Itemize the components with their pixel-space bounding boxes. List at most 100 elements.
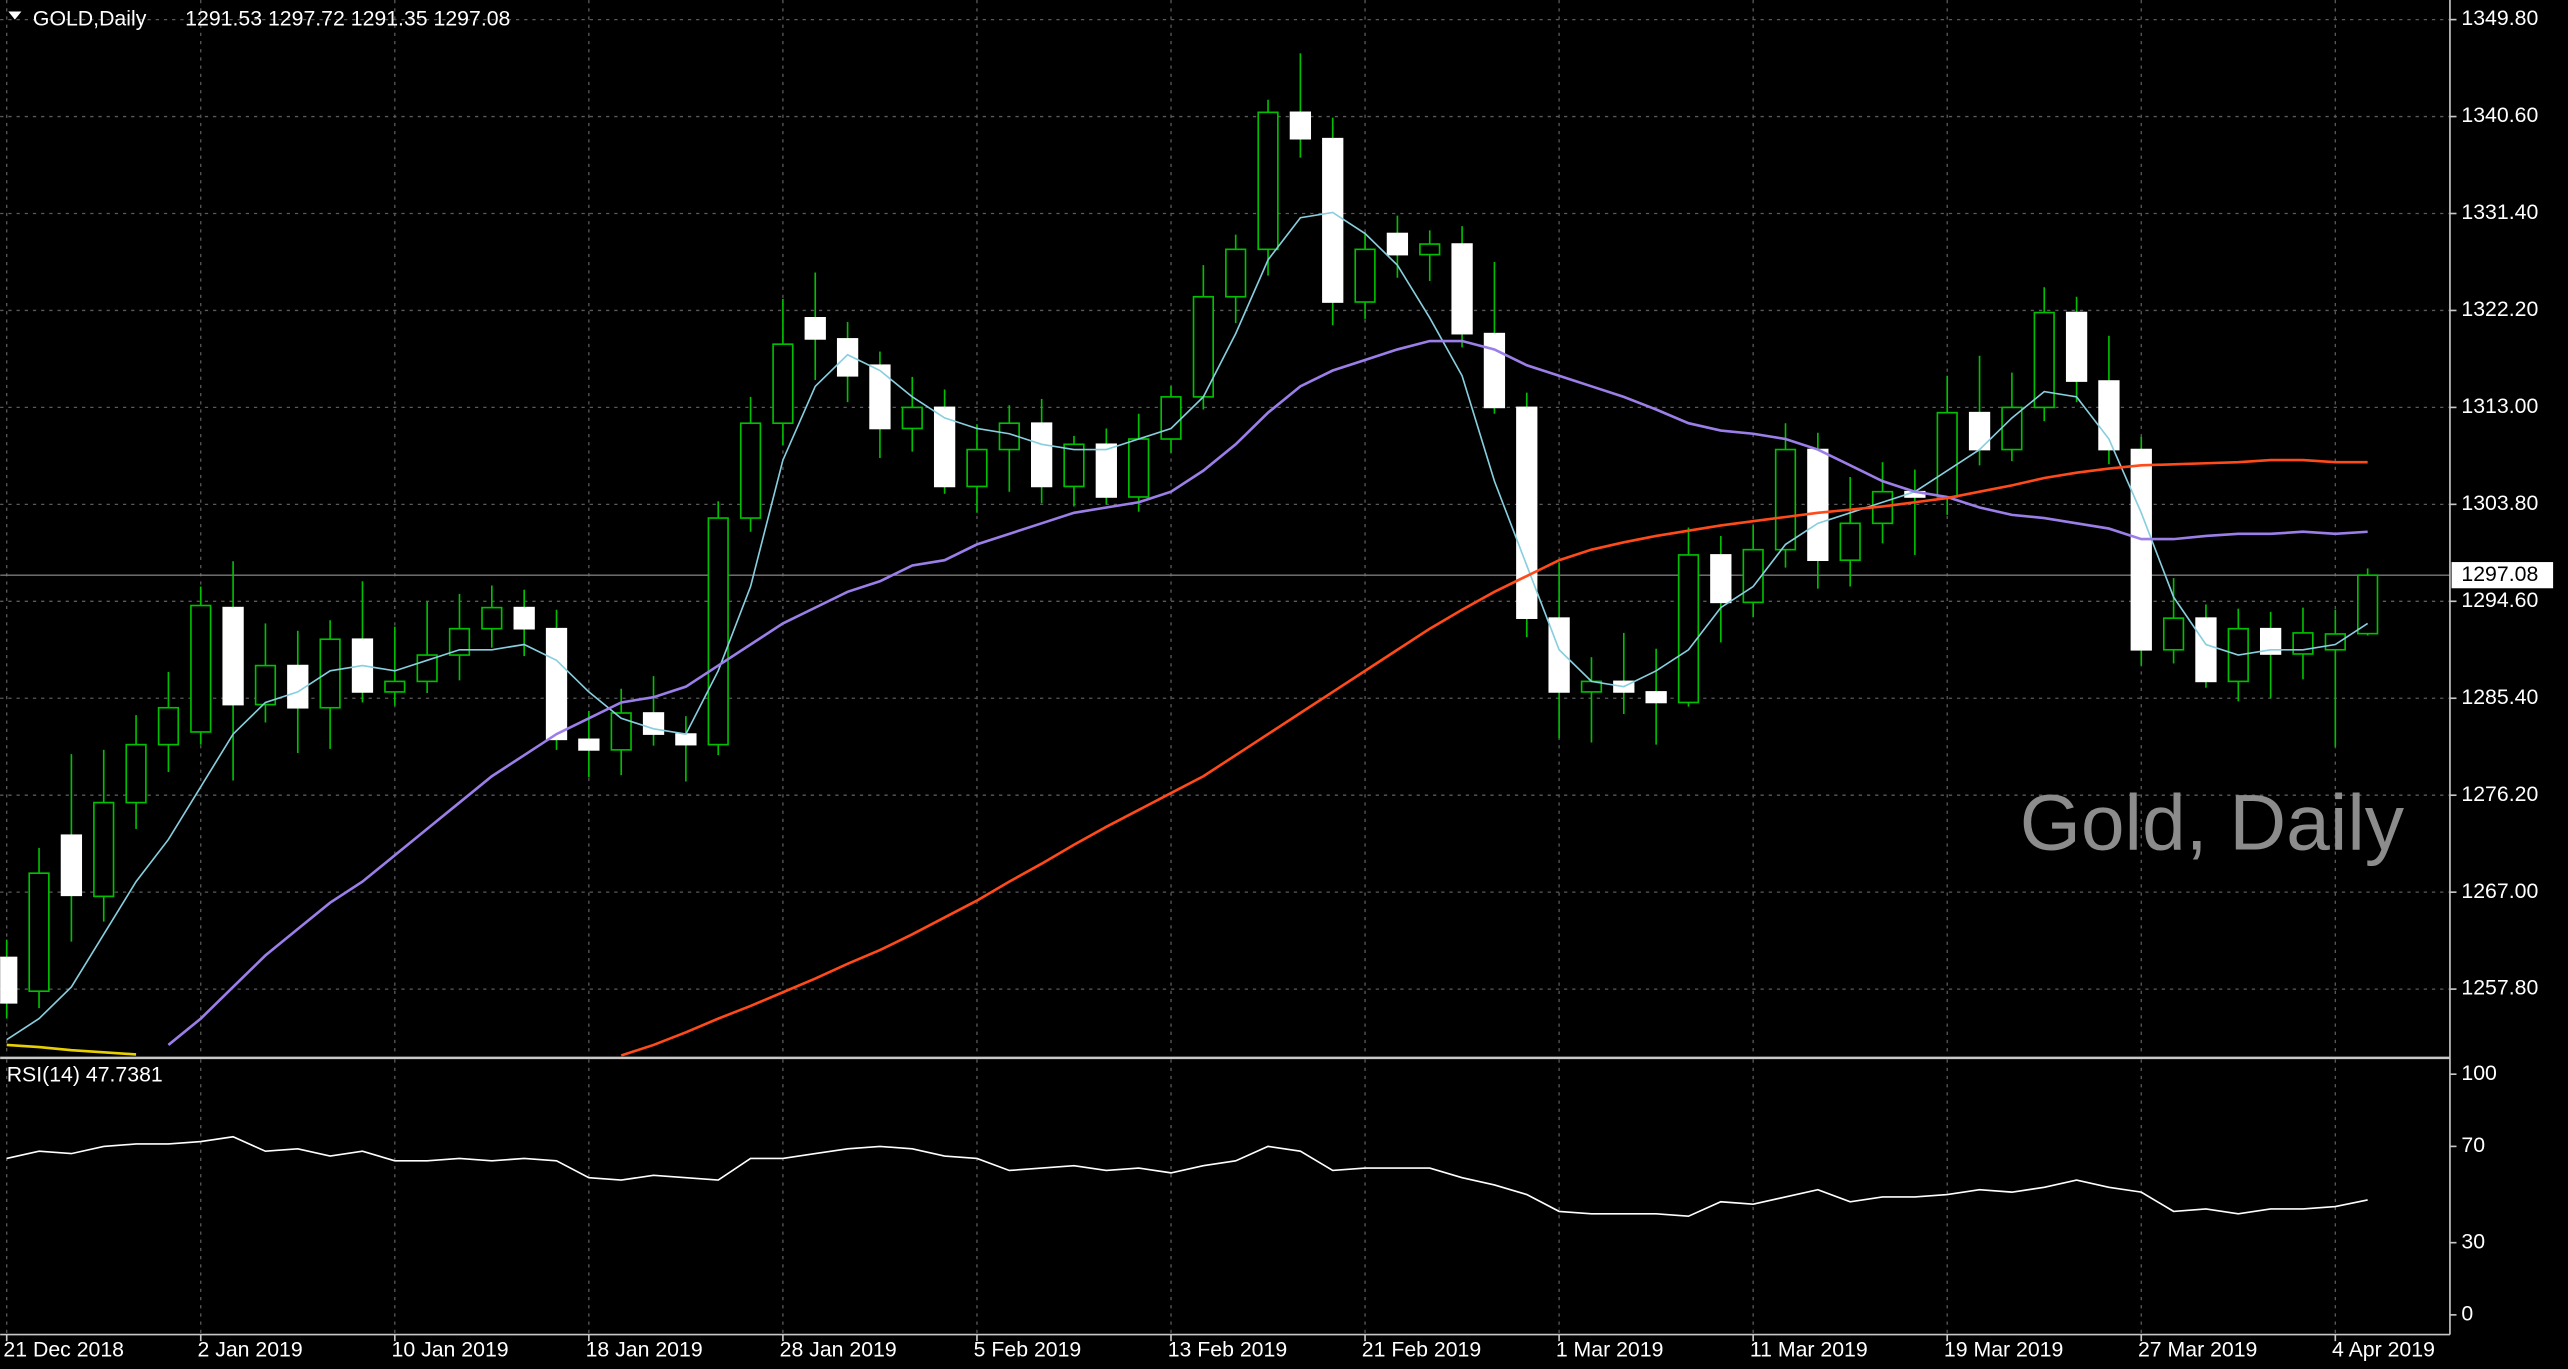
candle-body bbox=[1548, 617, 1570, 693]
candle-body bbox=[2292, 632, 2314, 655]
candle-body bbox=[1742, 548, 1764, 604]
candle-body bbox=[2001, 406, 2023, 451]
x-tick-label: 10 Jan 2019 bbox=[392, 1338, 509, 1362]
y-tick-label: 1340.60 bbox=[2461, 103, 2538, 127]
candle-body bbox=[2130, 448, 2152, 651]
rsi-title: RSI(14) 47.7381 bbox=[7, 1063, 163, 1087]
candle-body bbox=[707, 517, 729, 746]
y-tick-label: 1313.00 bbox=[2461, 394, 2538, 418]
candle-body bbox=[448, 627, 471, 656]
candle-body bbox=[2065, 311, 2088, 382]
candle-body bbox=[804, 317, 826, 340]
candle-body bbox=[222, 606, 244, 706]
candle-body bbox=[1419, 243, 1441, 256]
candle-body bbox=[739, 422, 762, 519]
candle-body bbox=[545, 627, 568, 741]
y-tick-label: 1285.40 bbox=[2461, 685, 2538, 709]
candle-body bbox=[1516, 406, 1538, 619]
candle-body bbox=[836, 338, 859, 377]
y-tick-label: 1303.80 bbox=[2461, 491, 2538, 515]
current-price-label: 1297.08 bbox=[2461, 562, 2538, 586]
candle-body bbox=[60, 834, 83, 897]
candle-body bbox=[1936, 411, 1958, 498]
candle-body bbox=[642, 712, 665, 735]
candle-body bbox=[1354, 248, 1376, 303]
candle-body bbox=[254, 664, 277, 706]
candle-body bbox=[319, 638, 341, 709]
y-tick-label: 1276.20 bbox=[2461, 782, 2538, 806]
candle-body bbox=[1095, 443, 1117, 498]
candle-body bbox=[1225, 248, 1247, 298]
line-series bbox=[167, 339, 2368, 1046]
candle-body bbox=[1386, 232, 1409, 256]
candle-body bbox=[578, 738, 600, 751]
candle-body bbox=[1774, 448, 1797, 551]
y-tick-label: 1322.20 bbox=[2461, 297, 2538, 321]
y-tick-label: 70 bbox=[2461, 1133, 2485, 1157]
candle-body bbox=[1451, 243, 1473, 335]
candle-body bbox=[1710, 554, 1732, 604]
line-series bbox=[6, 1043, 137, 1056]
y-tick-label: 30 bbox=[2461, 1229, 2485, 1253]
y-tick-label: 1267.00 bbox=[2461, 879, 2538, 903]
y-tick-label: 1257.80 bbox=[2461, 976, 2538, 1000]
x-tick-label: 1 Mar 2019 bbox=[1556, 1338, 1664, 1362]
candle-body bbox=[1289, 111, 1312, 140]
candle-body bbox=[2162, 617, 2185, 651]
ohlc-values: 1291.53 1297.72 1291.35 1297.08 bbox=[185, 6, 510, 30]
candle-body bbox=[2259, 627, 2282, 655]
candle-body bbox=[1257, 111, 1279, 251]
y-tick-label: 1349.80 bbox=[2461, 6, 2538, 30]
x-tick-label: 28 Jan 2019 bbox=[780, 1338, 897, 1362]
candle-body bbox=[966, 448, 988, 488]
candle-body bbox=[28, 872, 50, 993]
candle-body bbox=[675, 733, 697, 746]
candle-body bbox=[772, 343, 794, 425]
candle-body bbox=[1063, 443, 1085, 488]
candle-body bbox=[513, 606, 535, 630]
candle-body bbox=[1128, 438, 1150, 498]
candle-body bbox=[416, 654, 438, 683]
candle-body bbox=[1968, 411, 1991, 451]
x-tick-label: 27 Mar 2019 bbox=[2138, 1338, 2257, 1362]
candle-body bbox=[1807, 448, 1829, 562]
candle-body bbox=[190, 604, 212, 733]
candle-body bbox=[0, 956, 18, 1004]
x-tick-label: 18 Jan 2019 bbox=[586, 1338, 703, 1362]
candle-body bbox=[1839, 522, 1861, 562]
candle-body bbox=[1483, 332, 1506, 409]
candle-body bbox=[384, 680, 406, 693]
candle-body bbox=[610, 712, 632, 751]
candle-body bbox=[1160, 396, 1182, 440]
x-tick-label: 21 Dec 2018 bbox=[3, 1338, 124, 1362]
candle-body bbox=[157, 706, 180, 746]
collapse-arrow[interactable] bbox=[8, 11, 22, 20]
symbol-title: GOLD,Daily bbox=[33, 6, 147, 30]
x-tick-label: 19 Mar 2019 bbox=[1944, 1338, 2063, 1362]
candle-body bbox=[869, 364, 891, 430]
candle-body bbox=[93, 801, 115, 898]
line-series bbox=[6, 1135, 2368, 1218]
candle-body bbox=[1645, 691, 1667, 704]
y-tick-label: 1331.40 bbox=[2461, 200, 2538, 224]
x-tick-label: 11 Mar 2019 bbox=[1750, 1338, 1868, 1362]
price-panel bbox=[0, 53, 2450, 1057]
candle-body bbox=[2195, 617, 2217, 683]
candle-body bbox=[1030, 422, 1053, 488]
line-series bbox=[620, 458, 2368, 1057]
x-tick-label: 2 Jan 2019 bbox=[197, 1338, 302, 1362]
y-tick-label: 1294.60 bbox=[2461, 588, 2538, 612]
candle-body bbox=[287, 664, 309, 709]
x-tick-label: 13 Feb 2019 bbox=[1168, 1338, 1287, 1362]
y-tick-label: 100 bbox=[2461, 1061, 2496, 1085]
candle-body bbox=[1677, 554, 1700, 704]
x-tick-label: 5 Feb 2019 bbox=[974, 1338, 1082, 1362]
x-tick-label: 4 Apr 2019 bbox=[2332, 1338, 2435, 1362]
candle-body bbox=[933, 406, 956, 488]
candle-body bbox=[481, 606, 503, 630]
y-tick-label: 0 bbox=[2461, 1301, 2473, 1325]
current-price-box bbox=[2451, 562, 2554, 589]
rsi-panel bbox=[6, 1135, 2368, 1218]
